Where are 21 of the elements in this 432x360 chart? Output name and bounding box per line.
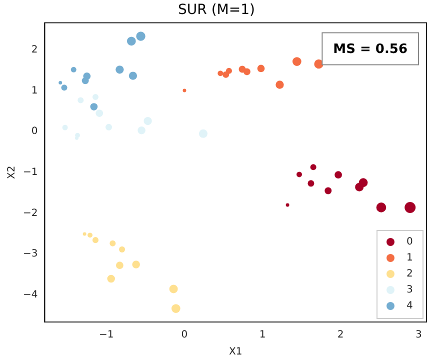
x-tick-label: −1	[99, 330, 114, 341]
x-tick-label: 1	[259, 330, 266, 341]
legend-label: 0	[406, 236, 413, 248]
x-axis-title: X1	[229, 346, 242, 358]
chart-title: SUR (M=1)	[178, 2, 255, 18]
y-tick-label: −1	[22, 166, 38, 178]
legend-label: 3	[406, 284, 413, 296]
y-tick-label: 2	[31, 44, 38, 56]
x-tick-label: 3	[416, 330, 422, 341]
legend-label: 1	[406, 252, 413, 264]
y-tick-label: 1	[31, 85, 38, 96]
y-tick-label: 0	[31, 126, 38, 138]
legend-label: 2	[406, 268, 413, 280]
y-tick-label: −4	[22, 289, 38, 300]
y-axis-title: X2	[6, 166, 18, 180]
legend-label: 4	[406, 300, 413, 312]
x-tick-label: 0	[181, 330, 188, 341]
y-tick-label: −3	[22, 248, 38, 260]
annotation: MS = 0.56	[333, 42, 408, 58]
y-tick-label: −2	[22, 208, 38, 219]
x-tick-label: 2	[337, 330, 344, 341]
